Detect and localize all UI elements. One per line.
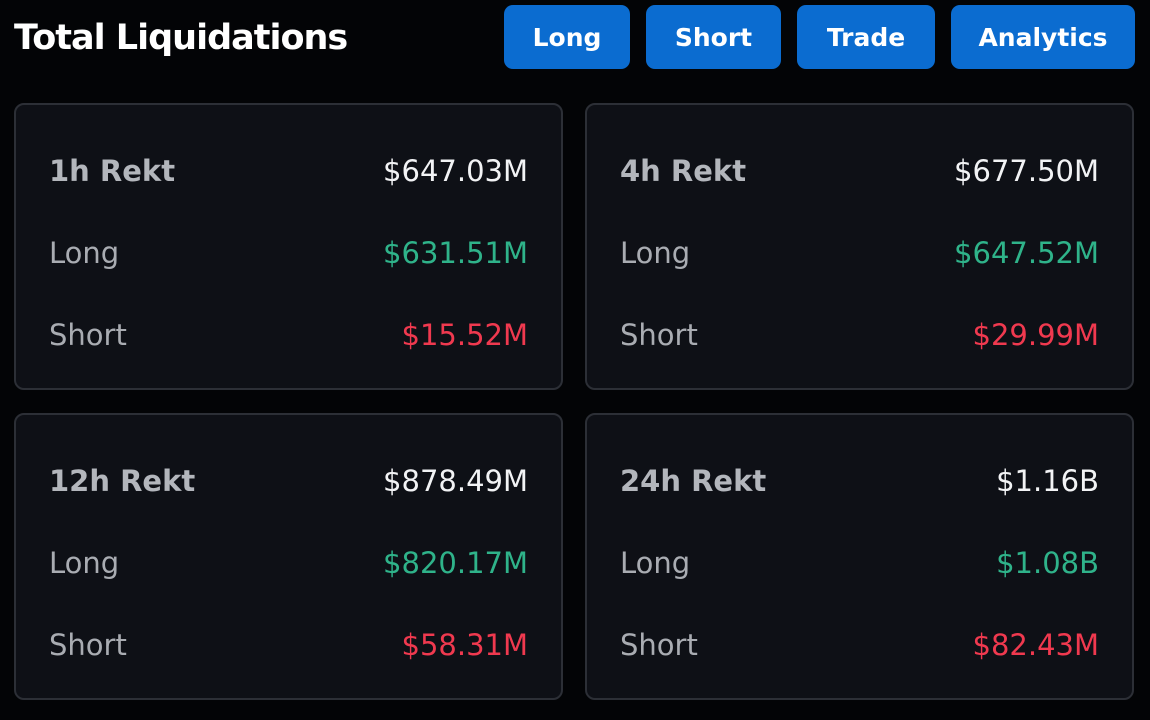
stat-label: Long — [49, 546, 120, 580]
stat-label: 1h Rekt — [49, 154, 176, 188]
stat-value: $820.17M — [383, 546, 528, 580]
nav-button[interactable]: Short — [646, 5, 781, 69]
stat-row: Long $647.52M — [620, 231, 1099, 275]
stat-row: 4h Rekt $677.50M — [620, 149, 1099, 193]
stat-value: $677.50M — [954, 154, 1099, 188]
stat-row: 24h Rekt $1.16B — [620, 459, 1099, 503]
stat-label: Short — [620, 318, 698, 352]
page-title: Total Liquidations — [14, 18, 348, 58]
stat-value: $878.49M — [383, 464, 528, 498]
stat-row: Long $1.08B — [620, 541, 1099, 585]
stat-row: 1h Rekt $647.03M — [49, 149, 528, 193]
stat-label: Long — [620, 546, 691, 580]
stat-label: Long — [49, 236, 120, 270]
stat-row: Short $82.43M — [620, 623, 1099, 667]
stat-label: Short — [49, 628, 127, 662]
nav-button[interactable]: Trade — [797, 5, 935, 69]
stat-value: $15.52M — [401, 318, 529, 352]
stat-label: 12h Rekt — [49, 464, 196, 498]
nav-button[interactable]: Analytics — [951, 5, 1135, 69]
stat-label: Long — [620, 236, 691, 270]
stat-row: Long $820.17M — [49, 541, 528, 585]
stat-row: 12h Rekt $878.49M — [49, 459, 528, 503]
stat-value: $82.43M — [972, 628, 1100, 662]
stat-value: $631.51M — [383, 236, 528, 270]
stat-row: Short $58.31M — [49, 623, 528, 667]
stat-row: Short $29.99M — [620, 313, 1099, 357]
stat-value: $58.31M — [401, 628, 529, 662]
nav-button[interactable]: Long — [504, 5, 630, 69]
stat-label: Short — [49, 318, 127, 352]
stat-value: $1.08B — [996, 546, 1099, 580]
stat-value: $647.03M — [383, 154, 528, 188]
stat-label: Short — [620, 628, 698, 662]
stat-panel: 12h Rekt $878.49M Long $820.17M Short $58.31M — [14, 413, 563, 700]
stat-label: 4h Rekt — [620, 154, 747, 188]
stat-panel: 1h Rekt $647.03M Long $631.51M Short $15.52M — [14, 103, 563, 390]
stat-panel: 4h Rekt $677.50M Long $647.52M Short $29.99M — [585, 103, 1134, 390]
stat-value: $1.16B — [996, 464, 1099, 498]
stat-value: $29.99M — [972, 318, 1100, 352]
stat-row: Long $631.51M — [49, 231, 528, 275]
stat-row: Short $15.52M — [49, 313, 528, 357]
stat-panel: 24h Rekt $1.16B Long $1.08B Short $82.43M — [585, 413, 1134, 700]
stat-label: 24h Rekt — [620, 464, 767, 498]
stat-value: $647.52M — [954, 236, 1099, 270]
